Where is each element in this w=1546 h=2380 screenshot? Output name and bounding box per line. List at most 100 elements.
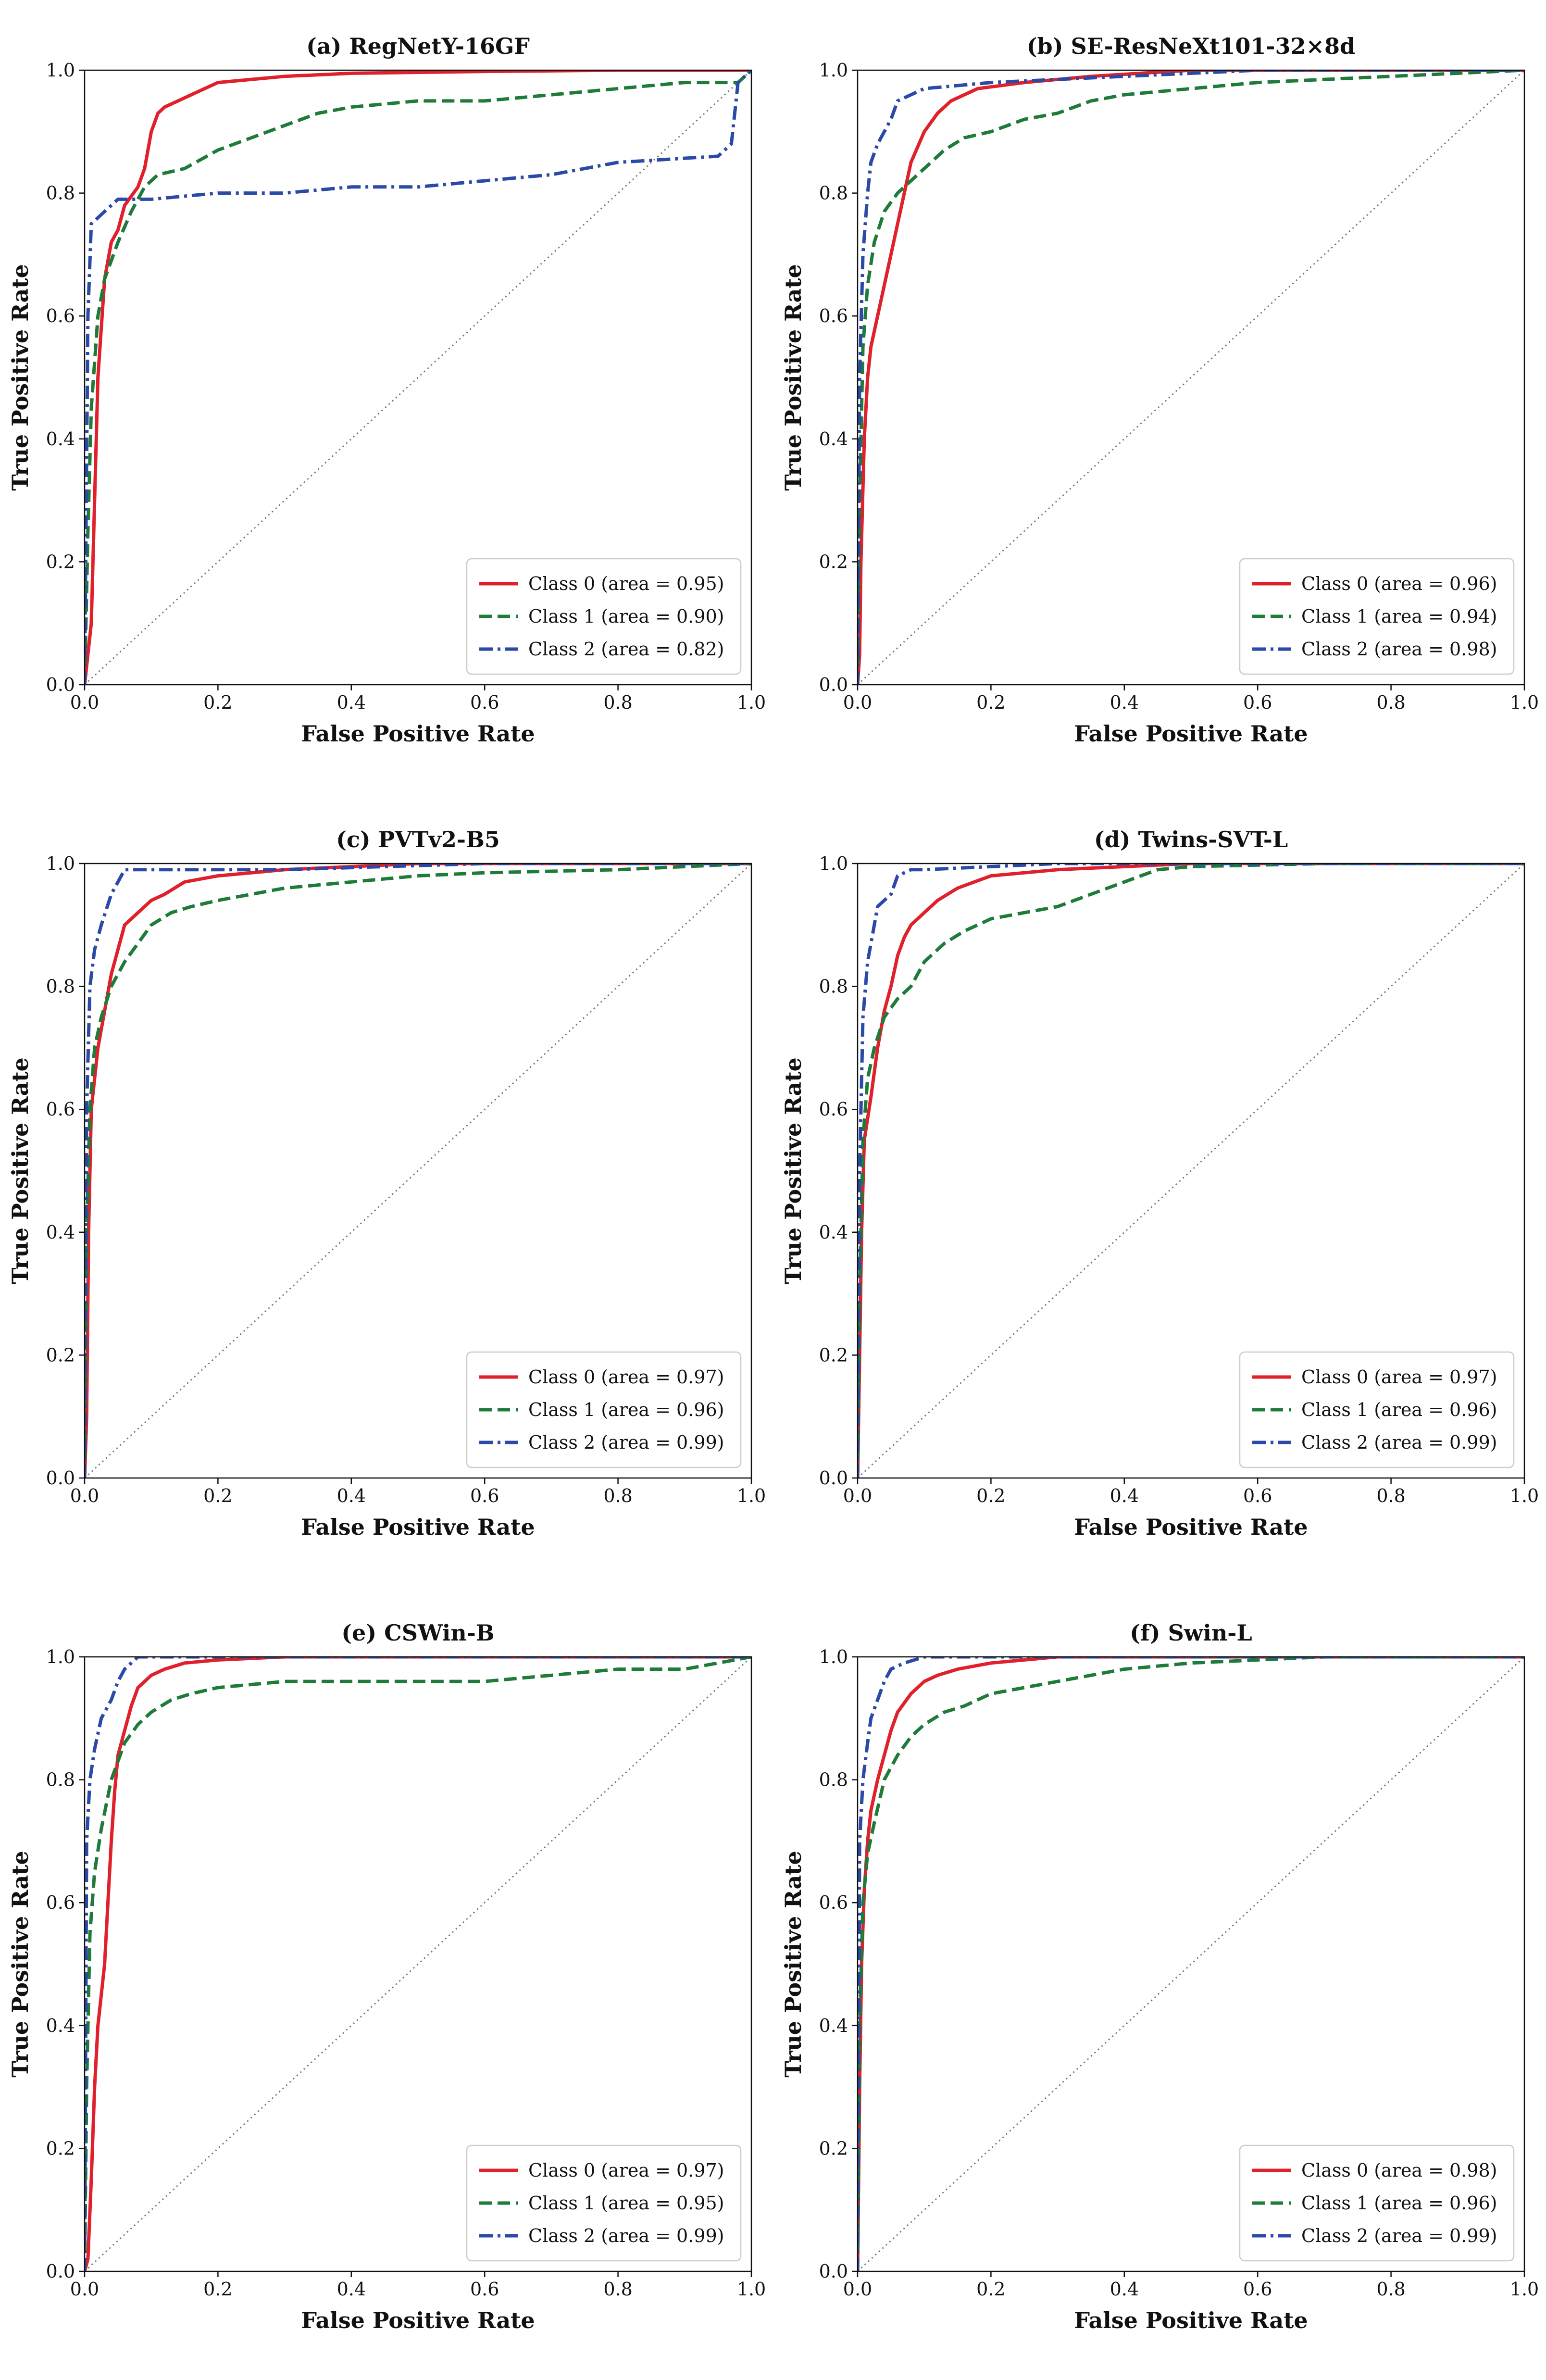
legend-box: [1239, 1351, 1515, 1468]
y-tick-label: 0.8: [819, 1769, 848, 1791]
chart-title: (b) SE-ResNeXt101-32×8d: [1027, 33, 1355, 59]
y-tick-label: 1.0: [819, 1646, 848, 1667]
x-tick-label: 0.2: [976, 1485, 1005, 1506]
legend-entry-class-1: Class 1 (area = 0.96): [1301, 1399, 1497, 1420]
roc-curve-class-1: [85, 864, 751, 1478]
x-tick-label: 0.4: [1110, 692, 1139, 713]
x-tick-label: 0.8: [603, 2279, 632, 2300]
roc-curve-class-2: [85, 864, 751, 1478]
chance-diagonal-line: [84, 1656, 752, 2272]
y-tick-label: 0.4: [46, 428, 75, 450]
axes-frame: [857, 863, 1525, 1479]
roc-chart-b: (b) SE-ResNeXt101-32×8d 0.0 0.2 0.4 0.6 0.8 1.…: [780, 33, 1539, 747]
y-tick-label: 0.8: [819, 183, 848, 204]
x-tick-label: 0.2: [976, 2279, 1005, 2300]
roc-panel-c: (c) PVTv2-B5 0.0 0.2 0.4 0.6 0.8 1.0 0.0 0.2 0.4 0…: [0, 793, 773, 1587]
legend-entry-class-1: Class 1 (area = 0.94): [1301, 606, 1497, 627]
chart-title: (f) Swin-L: [1130, 1620, 1252, 1646]
legend-box: [1239, 2144, 1515, 2262]
legend-box: [466, 2144, 742, 2262]
x-tick-label: 0.8: [1376, 1485, 1405, 1506]
axes-frame: [84, 69, 752, 686]
y-tick-label: 0.2: [46, 1344, 75, 1365]
roc-curve-class-1: [858, 864, 1524, 1478]
y-tick-label: 0.4: [819, 2015, 848, 2036]
y-axis-label: True Positive Rate: [780, 264, 806, 491]
y-tick-label: 0.2: [46, 551, 75, 572]
y-axis-label: True Positive Rate: [780, 1851, 806, 2078]
roc-curve-class-1: [85, 1657, 751, 2271]
roc-curve-class-0: [85, 1657, 751, 2271]
legend-entry-class-2: Class 2 (area = 0.99): [528, 2225, 724, 2246]
x-tick-label: 0.6: [1243, 2279, 1272, 2300]
y-tick-label: 0.8: [46, 183, 75, 204]
y-tick-label: 1.0: [46, 60, 75, 81]
x-axis-label: False Positive Rate: [301, 721, 535, 747]
x-tick-label: 0.8: [1376, 692, 1405, 713]
legend-entry-class-0: Class 0 (area = 0.97): [528, 2160, 724, 2181]
y-tick-label: 0.0: [819, 674, 848, 695]
y-axis-label: True Positive Rate: [7, 1057, 33, 1284]
y-tick-label: 0.2: [819, 1344, 848, 1365]
legend-entry-class-0: Class 0 (area = 0.97): [528, 1366, 724, 1388]
x-axis-label: False Positive Rate: [1074, 1514, 1308, 1540]
y-tick-label: 0.2: [819, 551, 848, 572]
y-tick-label: 0.4: [46, 2015, 75, 2036]
legend-entry-class-2: Class 2 (area = 0.99): [528, 1432, 724, 1453]
roc-panel-d: (d) Twins-SVT-L 0.0 0.2 0.4 0.6 0.8 1.0 0.0 0.2 0…: [773, 793, 1546, 1587]
series-group: [85, 70, 751, 685]
roc-chart-a: (a) RegNetY-16GF 0.0 0.2 0.4 0.6 0.8 1.0 0.0 0.2…: [7, 33, 766, 747]
legend-entry-class-1: Class 1 (area = 0.96): [1301, 2192, 1497, 2214]
roc-curve-class-1: [858, 1657, 1524, 2271]
x-tick-label: 0.8: [603, 1485, 632, 1506]
x-tick-label: 0.4: [1110, 1485, 1139, 1506]
x-tick-label: 0.0: [70, 2279, 99, 2300]
roc-panel-b: (b) SE-ResNeXt101-32×8d 0.0 0.2 0.4 0.6 0.8 1.…: [773, 0, 1546, 793]
y-tick-label: 1.0: [46, 853, 75, 874]
y-tick-label: 1.0: [819, 60, 848, 81]
roc-curve-class-2: [85, 70, 751, 685]
legend-entry-class-2: Class 2 (area = 0.99): [1301, 1432, 1497, 1453]
roc-chart-c: (c) PVTv2-B5 0.0 0.2 0.4 0.6 0.8 1.0 0.0 0.2 0.4 0…: [7, 827, 766, 1540]
chart-title: (a) RegNetY-16GF: [306, 33, 530, 59]
x-tick-label: 0.2: [203, 1485, 232, 1506]
chance-diagonal-line: [857, 69, 1525, 686]
chance-diagonal-line: [84, 863, 752, 1479]
chance-diagonal-line: [84, 69, 752, 686]
roc-chart-d: (d) Twins-SVT-L 0.0 0.2 0.4 0.6 0.8 1.0 0.0 0.2 0…: [780, 827, 1539, 1540]
x-tick-label: 0.0: [70, 1485, 99, 1506]
legend-box: [466, 558, 742, 675]
y-tick-label: 0.8: [46, 1769, 75, 1791]
y-tick-label: 0.8: [819, 976, 848, 997]
axes-frame: [857, 69, 1525, 686]
x-tick-label: 0.2: [976, 692, 1005, 713]
y-tick-label: 0.8: [46, 976, 75, 997]
roc-chart-f: (f) Swin-L 0.0 0.2 0.4 0.6 0.8 1.0 0.0 0.2 0.4 0.6…: [780, 1620, 1539, 2333]
legend-box: [1239, 558, 1515, 675]
x-tick-label: 1.0: [1510, 692, 1539, 713]
x-tick-label: 0.2: [203, 2279, 232, 2300]
y-tick-label: 0.0: [46, 674, 75, 695]
y-tick-label: 0.6: [46, 1892, 75, 1913]
legend-entry-class-0: Class 0 (area = 0.98): [1301, 2160, 1497, 2181]
x-tick-label: 1.0: [737, 2279, 766, 2300]
legend-entry-class-0: Class 0 (area = 0.95): [528, 573, 724, 594]
y-tick-label: 1.0: [46, 1646, 75, 1667]
y-tick-label: 0.6: [819, 1099, 848, 1120]
axes-frame: [857, 1656, 1525, 2272]
legend-entry-class-1: Class 1 (area = 0.90): [528, 606, 724, 627]
y-tick-label: 0.2: [819, 2138, 848, 2159]
legend-entry-class-2: Class 2 (area = 0.98): [1301, 639, 1497, 660]
x-tick-label: 0.0: [70, 692, 99, 713]
x-tick-label: 0.0: [843, 1485, 872, 1506]
y-tick-label: 0.6: [819, 1892, 848, 1913]
x-axis-label: False Positive Rate: [1074, 721, 1308, 747]
x-tick-label: 0.4: [337, 2279, 366, 2300]
roc-chart-e: (e) CSWin-B 0.0 0.2 0.4 0.6 0.8 1.0 0.0 0.2 0.4 0.…: [7, 1620, 766, 2333]
x-tick-label: 0.0: [843, 2279, 872, 2300]
legend-entry-class-2: Class 2 (area = 0.82): [528, 639, 724, 660]
x-tick-label: 0.2: [203, 692, 232, 713]
series-group: [858, 1657, 1524, 2271]
legend-entry-class-1: Class 1 (area = 0.95): [528, 2192, 724, 2214]
